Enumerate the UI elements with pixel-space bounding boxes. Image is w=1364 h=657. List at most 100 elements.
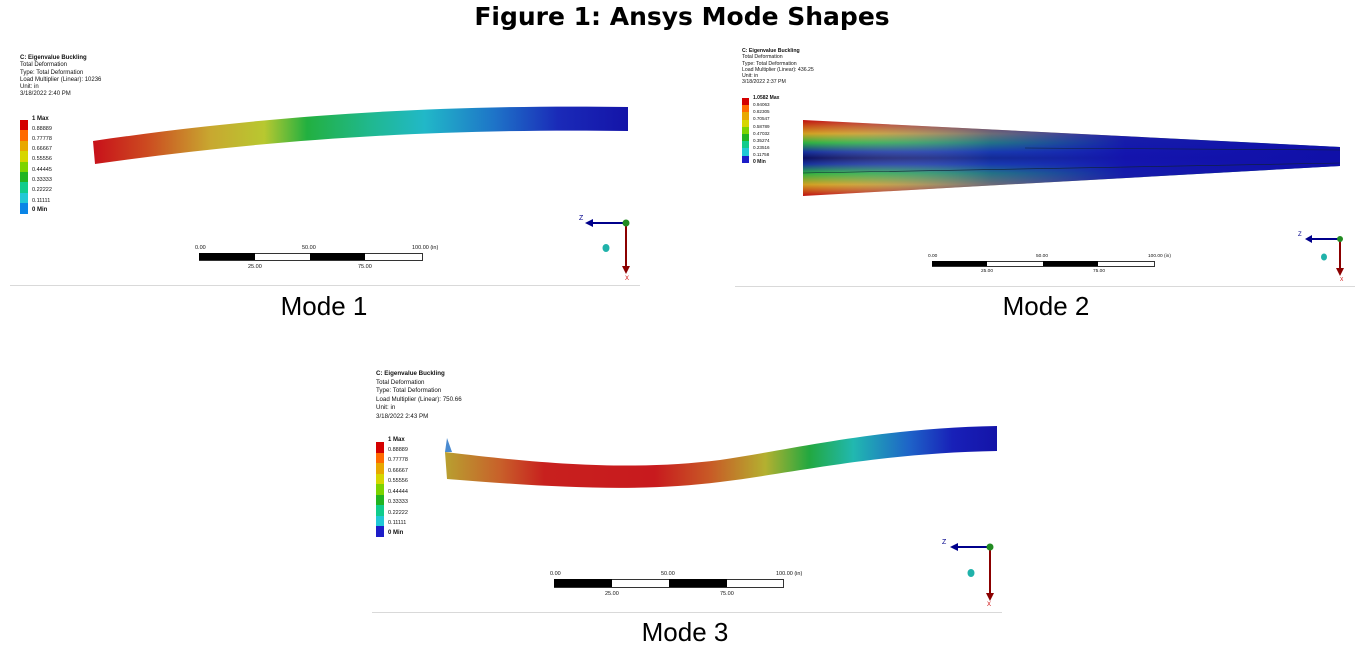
unit-label: Unit: in [20,84,39,91]
legend-label: 1 Max [32,116,49,122]
x-axis-label: X [625,276,630,282]
legend-swatch [376,463,384,474]
scale-label: 100.00 (in) [776,571,803,577]
mode-3-legend: 1 Max 0.88889 0.77778 0.66667 0.55556 0.… [376,437,408,537]
legend-swatch [20,192,28,204]
legend-label: 0.33333 [32,177,52,183]
x-axis-label: X [987,602,992,608]
legend-label: 0.33333 [388,499,408,505]
analysis-title: C: Eigenvalue Buckling [742,48,800,54]
legend-swatch [20,203,28,214]
legend-swatch [742,112,749,120]
scale-label: 50.00 [661,571,675,577]
x-axis-label: X [1340,277,1344,283]
legend-label: 0.35274 [753,138,770,143]
mode-1-legend: 1 Max 0.88889 0.77778 0.66667 0.55556 0.… [20,116,52,214]
z-axis-label: Z [1298,232,1302,238]
mode-2-info: C: Eigenvalue Buckling Total Deformation… [742,48,814,86]
legend-label: 0.23516 [753,145,770,150]
scale-label: 75.00 [358,264,372,270]
legend-label: 0.11111 [388,520,407,526]
scale-label: 100.00 (in) [412,245,439,251]
legend-label: 0.11758 [753,152,770,157]
legend-swatch [742,105,749,113]
legend-label: 0.77778 [32,136,52,142]
timestamp: 3/18/2022 2:43 PM [376,412,429,420]
mode-2-frame-line [735,286,1355,287]
scale-label: 100.00 (in) [1148,254,1171,259]
result-name: Total Deformation [20,62,68,69]
legend-swatch [376,452,384,463]
legend-label: 0.66667 [32,146,52,152]
scale-label: 25.00 [605,591,619,597]
legend-label: 0.55556 [388,478,408,484]
z-axis-label: Z [579,215,584,222]
scale-label: 0.00 [928,254,938,259]
legend-label: 0.88889 [388,447,408,453]
legend-swatch [376,442,384,453]
mode-3-frame-line [372,612,1002,613]
legend-label: 0.88889 [32,126,52,132]
legend-swatch [20,171,28,183]
legend-swatch [742,98,749,106]
scale-label: 25.00 [981,269,994,274]
result-type: Type: Total Deformation [20,69,84,76]
legend-label: 0.44445 [32,167,52,173]
legend-label: 0 Min [753,159,766,165]
scale-label: 0.00 [195,245,206,251]
figure-title: Figure 1: Ansys Mode Shapes [474,2,890,31]
legend-label: 0.66667 [388,468,408,474]
legend-label: 0.94063 [753,102,770,107]
load-multiplier: Load Multiplier (Linear): 10236 [20,76,102,83]
z-axis-label: Z [942,539,947,546]
legend-label: 0.44444 [388,489,408,495]
legend-swatch [20,161,28,172]
load-multiplier: Load Multiplier (Linear): 750.66 [376,395,462,403]
legend-swatch [742,155,749,163]
legend-label: 0.70547 [753,116,770,121]
legend-swatch [20,182,28,193]
legend-swatch [376,494,384,505]
unit-label: Unit: in [376,404,396,412]
legend-label: 0 Min [32,207,48,213]
mode-2-legend: 1.0582 Max 0.94063 0.82305 0.70547 0.587… [742,95,779,165]
legend-label: 0.77778 [388,457,408,463]
legend-label: 0.11111 [32,198,51,204]
legend-swatch [376,515,384,526]
legend-swatch [742,133,749,142]
legend-swatch [20,130,28,141]
legend-swatch [742,119,749,127]
scale-label: 75.00 [1093,269,1106,274]
scale-label: 25.00 [248,264,262,270]
legend-swatch [376,505,384,516]
timestamp: 3/18/2022 2:40 PM [20,91,71,98]
analysis-title: C: Eigenvalue Buckling [20,55,87,61]
legend-label: 0.47032 [753,131,770,136]
result-type: Type: Total Deformation [376,387,442,395]
legend-label: 0.82305 [753,109,770,114]
legend-swatch [376,473,384,484]
result-name: Total Deformation [376,378,425,386]
legend-label: 0.22222 [388,510,408,516]
legend-swatch [376,484,384,495]
scale-label: 75.00 [720,591,734,597]
legend-label: 1 Max [388,437,405,443]
mode-1-info: C: Eigenvalue Buckling Total Deformation… [20,55,101,99]
legend-label: 1.0582 Max [753,95,780,101]
scale-label: 50.00 [1036,254,1049,259]
legend-swatch [742,126,749,134]
result-type: Type: Total Deformation [742,60,797,67]
mode-2-axis-triad [1305,235,1344,276]
mode-3-caption: Mode 3 [641,617,729,647]
legend-swatch [20,151,28,162]
mode-1-axis-triad [585,219,630,274]
mode-1-caption: Mode 1 [280,291,368,321]
legend-swatch [742,141,749,149]
legend-swatch [742,148,749,156]
legend-label: 0.22222 [32,187,52,193]
mode-3-axis-triad [950,543,994,601]
legend-swatch [20,140,28,152]
